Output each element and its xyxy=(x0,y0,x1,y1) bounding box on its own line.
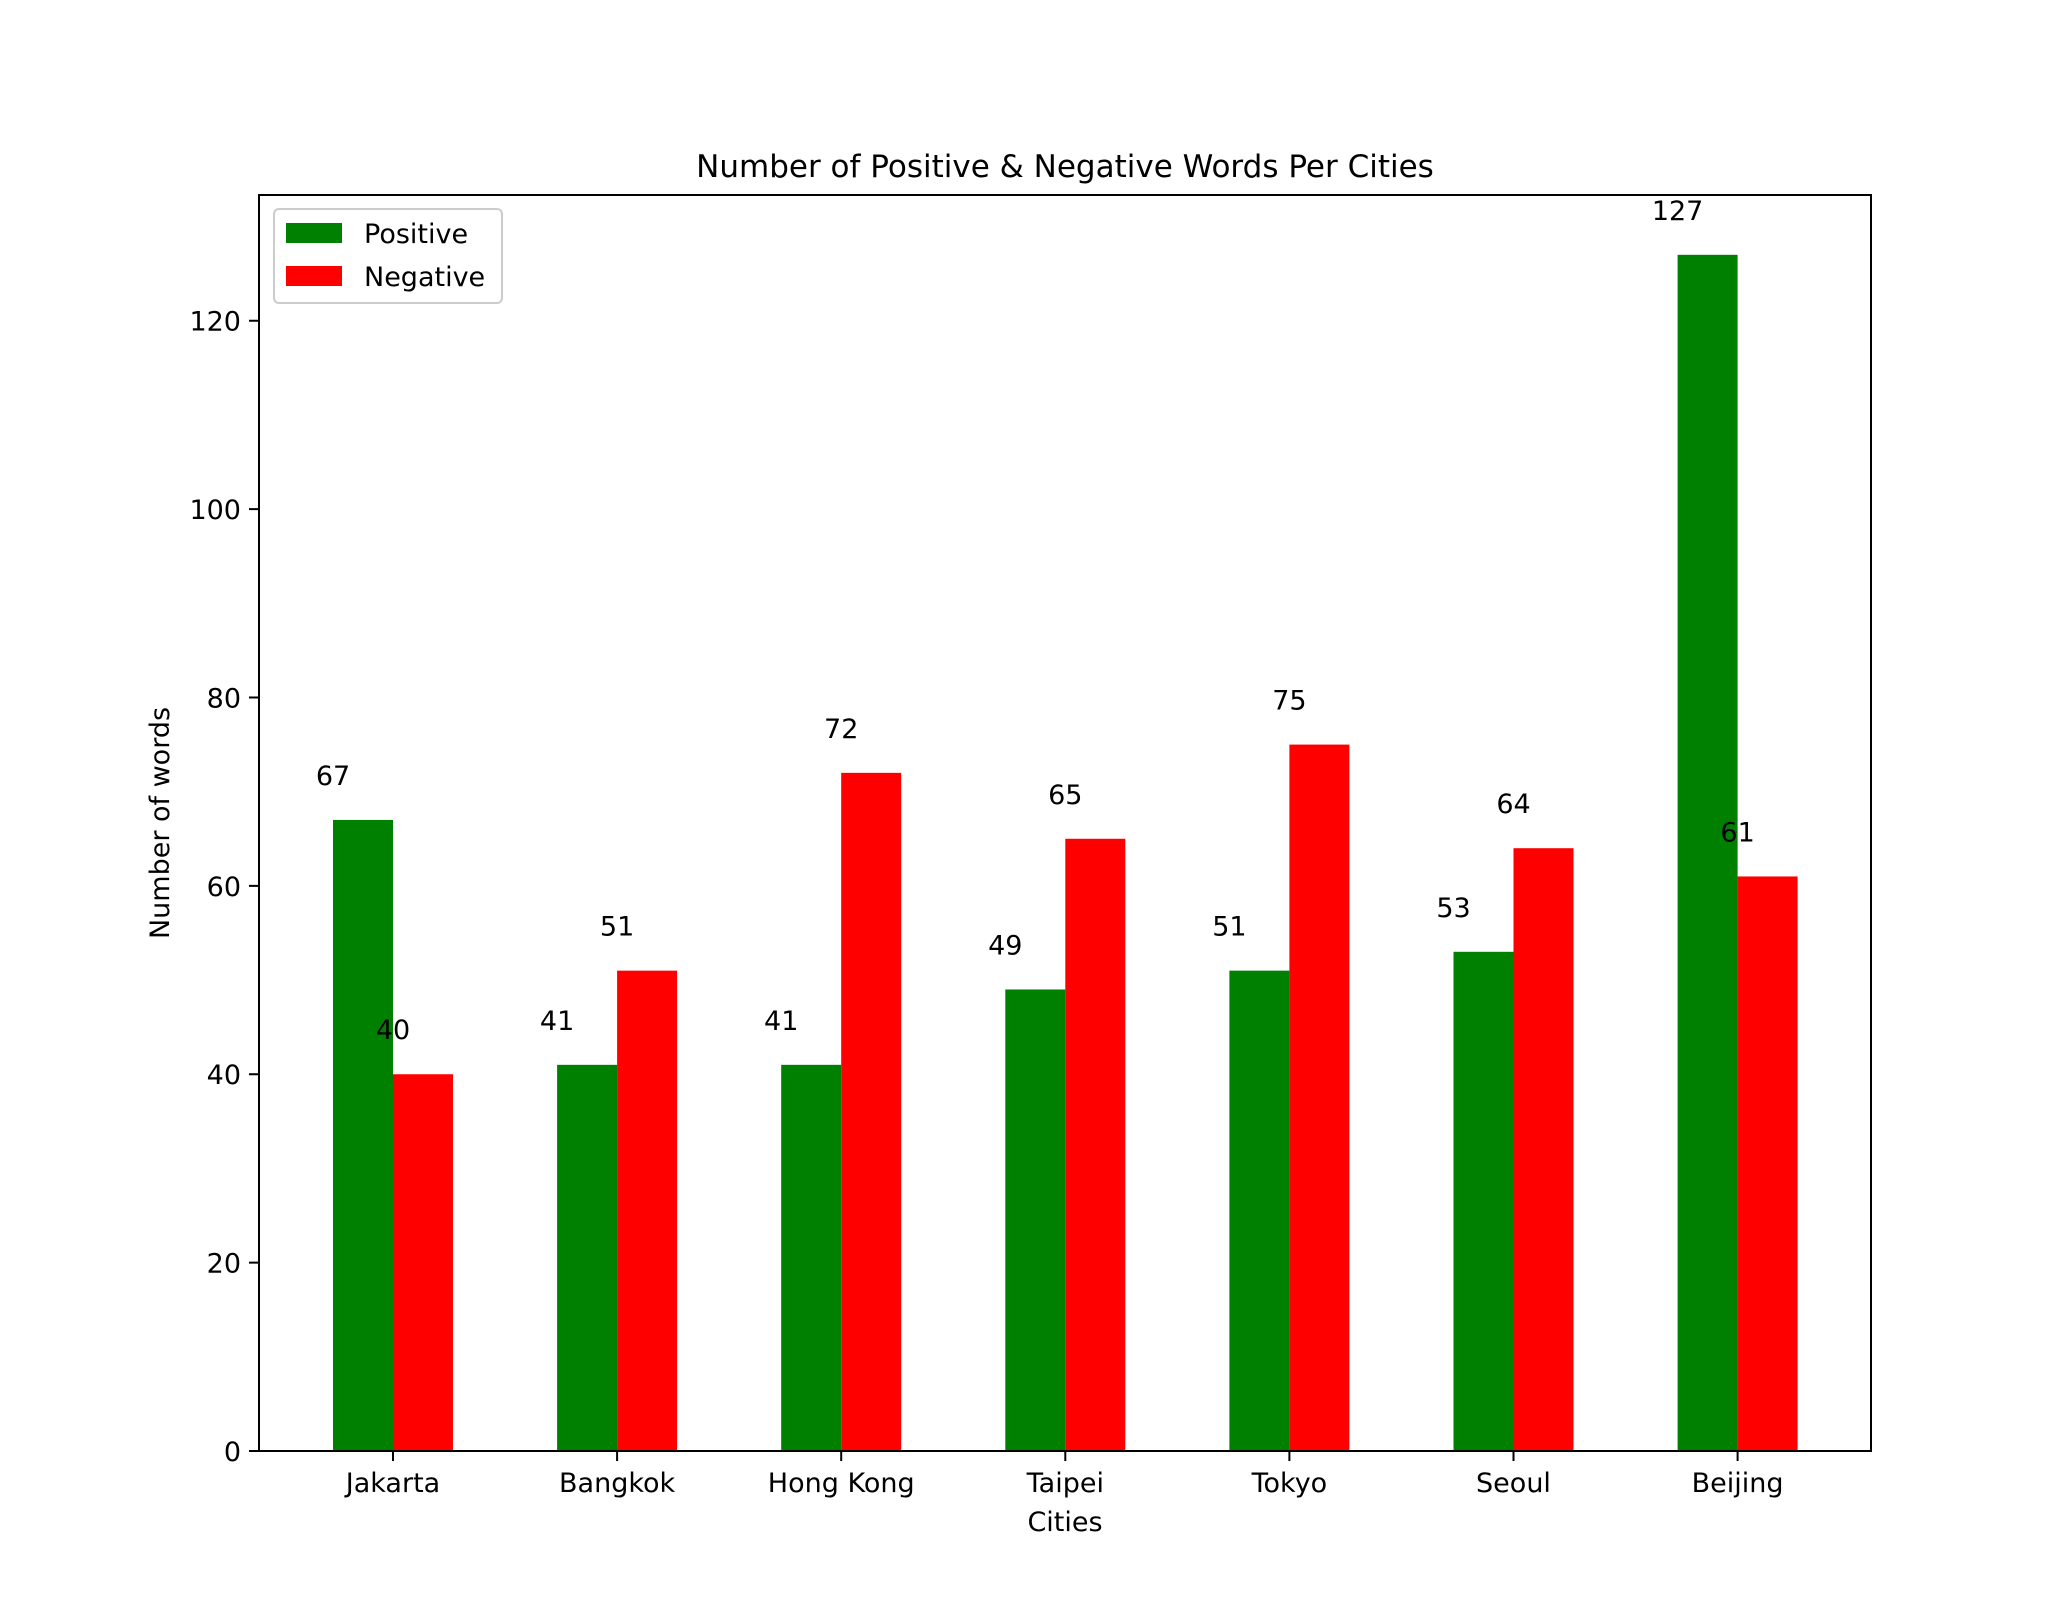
y-tick-label: 120 xyxy=(189,307,241,338)
bar-positive-tokyo xyxy=(1229,970,1290,1451)
legend-swatch-negative xyxy=(286,266,342,286)
bar-negative-taipei xyxy=(1065,838,1126,1451)
y-tick-label: 20 xyxy=(207,1249,241,1280)
bar-negative-seoul xyxy=(1513,848,1574,1451)
y-axis-label: Number of words xyxy=(145,707,176,939)
x-tick-label-jakarta: Jakarta xyxy=(344,1468,440,1499)
bar-positive-beijing xyxy=(1677,254,1738,1451)
x-axis: Jakarta Bangkok Hong Kong Taipei Tokyo Seoul B… xyxy=(344,1451,1784,1499)
value-label-positive-bangkok: 41 xyxy=(540,1006,574,1037)
bar-positive-jakarta xyxy=(333,819,393,1451)
value-labels-layer: 67 40 41 51 41 72 49 65 51 75 53 64 127 61 xyxy=(316,196,1755,1046)
bar-positive-taipei xyxy=(1005,989,1066,1451)
value-label-negative-taipei: 65 xyxy=(1048,780,1082,811)
x-tick-label-beijing: Beijing xyxy=(1692,1468,1784,1499)
value-label-negative-tokyo: 75 xyxy=(1272,686,1306,717)
value-label-negative-beijing: 61 xyxy=(1720,817,1754,848)
value-label-positive-tokyo: 51 xyxy=(1212,912,1246,943)
legend-swatch-positive xyxy=(286,223,342,243)
y-tick-label: 100 xyxy=(189,495,241,526)
value-label-negative-seoul: 64 xyxy=(1496,789,1530,820)
y-tick-label: 40 xyxy=(207,1060,241,1091)
chart-title: Number of Positive & Negative Words Per … xyxy=(696,149,1434,185)
x-tick-label-taipei: Taipei xyxy=(1026,1468,1104,1499)
bars-layer xyxy=(333,254,1798,1451)
y-tick-label: 60 xyxy=(207,872,241,903)
x-tick-label-tokyo: Tokyo xyxy=(1251,1468,1328,1499)
y-axis: 0 20 40 60 80 100 120 xyxy=(189,307,259,1468)
bar-negative-beijing xyxy=(1737,876,1798,1451)
value-label-negative-jakarta: 40 xyxy=(376,1015,410,1046)
legend-label-negative: Negative xyxy=(364,262,485,293)
value-label-positive-taipei: 49 xyxy=(988,930,1022,961)
x-tick-label-bangkok: Bangkok xyxy=(559,1468,676,1499)
value-label-negative-hong-kong: 72 xyxy=(824,714,858,745)
bar-positive-bangkok xyxy=(557,1064,618,1451)
bar-positive-seoul xyxy=(1453,951,1514,1451)
legend-label-positive: Positive xyxy=(364,219,468,250)
value-label-positive-jakarta: 67 xyxy=(316,761,350,792)
y-tick-label: 80 xyxy=(207,683,241,714)
bar-negative-jakarta xyxy=(393,1074,453,1451)
legend: Positive Negative xyxy=(273,208,503,304)
value-label-positive-hong-kong: 41 xyxy=(764,1006,798,1037)
bar-negative-hong-kong xyxy=(841,772,902,1451)
x-axis-label: Cities xyxy=(1027,1507,1102,1538)
value-label-negative-bangkok: 51 xyxy=(600,912,634,943)
bar-positive-hong-kong xyxy=(781,1064,842,1451)
x-tick-label-hong-kong: Hong Kong xyxy=(768,1468,915,1499)
x-tick-label-seoul: Seoul xyxy=(1476,1468,1551,1499)
value-label-positive-beijing: 127 xyxy=(1652,196,1704,227)
y-tick-label: 0 xyxy=(224,1437,241,1468)
bar-negative-tokyo xyxy=(1289,744,1350,1451)
value-label-positive-seoul: 53 xyxy=(1436,893,1470,924)
bar-negative-bangkok xyxy=(617,970,678,1451)
